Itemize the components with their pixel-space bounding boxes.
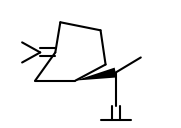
Polygon shape <box>75 68 117 81</box>
